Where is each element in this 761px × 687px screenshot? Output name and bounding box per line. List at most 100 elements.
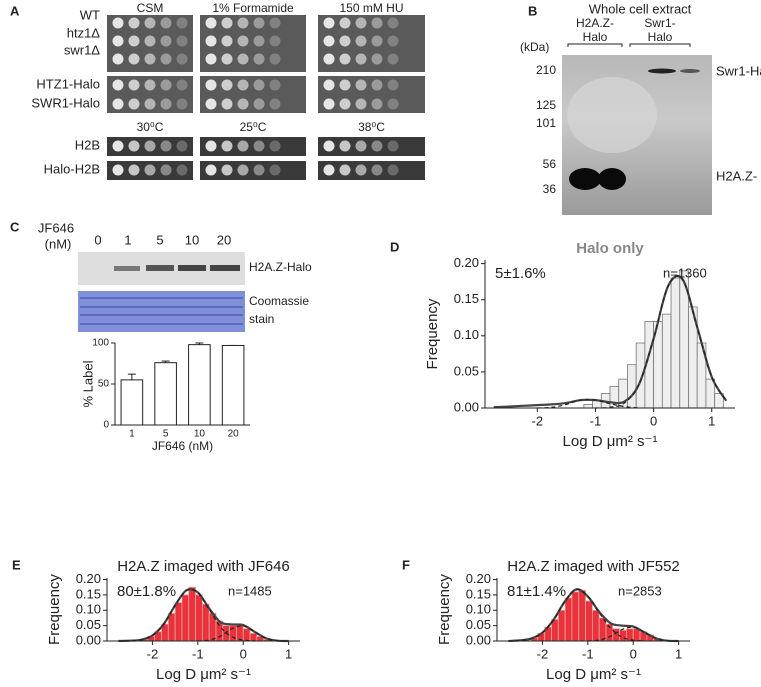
- panel-label: B: [528, 3, 537, 18]
- medium-label: 150 mM HU: [339, 1, 403, 15]
- yeast-spot: [160, 35, 172, 47]
- yeast-spot: [237, 164, 249, 176]
- band-label: H2A.Z- Halo: [716, 168, 761, 183]
- yeast-spot: [355, 53, 367, 65]
- yeast-spot: [253, 79, 265, 91]
- yeast-spot: [253, 140, 265, 152]
- yeast-spot: [112, 79, 124, 91]
- yeast-spot: [387, 140, 399, 152]
- yeast-spot: [237, 98, 249, 110]
- n-annotation: n=1360: [663, 265, 707, 280]
- dye-label: JF646: [38, 220, 74, 235]
- yeast-spot: [176, 79, 188, 91]
- yeast-spot: [387, 35, 399, 47]
- chart-title: H2A.Z imaged with JF552: [507, 558, 680, 575]
- blot-title: Whole cell extract: [589, 1, 692, 16]
- lane-label: Halo: [583, 30, 608, 44]
- spot-plate: [318, 76, 425, 113]
- yeast-spot: [221, 98, 233, 110]
- yeast-spot: [371, 79, 383, 91]
- yeast-spot: [323, 98, 335, 110]
- panel-label: C: [10, 219, 20, 234]
- histogram-bar: [564, 597, 573, 642]
- yeast-spot: [371, 98, 383, 110]
- yeast-spot: [221, 35, 233, 47]
- yeast-spot: [221, 17, 233, 29]
- yeast-spot: [128, 53, 140, 65]
- unit-label: (nM): [45, 236, 72, 251]
- yeast-spot: [205, 53, 217, 65]
- histogram-bar: [201, 603, 210, 642]
- y-tick-label: 0.00: [466, 632, 491, 647]
- x-tick-label: 10: [194, 429, 206, 440]
- y-tick-label: 0.20: [454, 255, 479, 270]
- chart-title: H2A.Z imaged with JF646: [117, 558, 290, 575]
- y-tick-label: 0.15: [76, 586, 101, 601]
- yeast-spot: [237, 140, 249, 152]
- x-tick-label: 1: [129, 429, 135, 440]
- temperature-label: 30⁰C: [137, 120, 164, 134]
- lane-label: Halo: [648, 30, 673, 44]
- yeast-spot: [269, 35, 281, 47]
- yeast-spot: [144, 79, 156, 91]
- lane-label: Swr1-: [644, 16, 675, 30]
- lane-label: 5: [156, 232, 163, 247]
- spot-plate: [318, 15, 425, 72]
- yeast-spot: [112, 164, 124, 176]
- histogram-bar: [583, 403, 593, 409]
- x-axis-label: JF646 (nM): [152, 439, 213, 453]
- yeast-spot: [112, 98, 124, 110]
- yeast-spot: [269, 98, 281, 110]
- y-tick-label: 0: [103, 420, 109, 431]
- fit-curve: [493, 274, 728, 409]
- strain-label: Halo-H2B: [44, 161, 100, 176]
- histogram-bar: [571, 591, 580, 642]
- yeast-spot: [269, 17, 281, 29]
- yeast-spot: [112, 35, 124, 47]
- spot-plate: [200, 15, 306, 72]
- yeast-spot: [339, 35, 351, 47]
- yeast-spot: [355, 35, 367, 47]
- yeast-spot: [387, 17, 399, 29]
- yeast-spot: [176, 164, 188, 176]
- fit-component: [118, 588, 255, 642]
- histogram-bar: [242, 628, 251, 642]
- histogram-bar: [705, 378, 716, 409]
- blot-label: H2A.Z-Halo: [249, 260, 312, 274]
- histogram-bar: [167, 612, 176, 642]
- mw-marker: 125: [536, 98, 556, 112]
- strain-label: swr1Δ: [64, 42, 100, 57]
- x-tick-label: 1: [708, 413, 715, 428]
- lane-label: 0: [94, 232, 101, 247]
- medium-label: 1% Formamide: [212, 1, 294, 15]
- yeast-spot: [128, 35, 140, 47]
- yeast-spot: [205, 164, 217, 176]
- yeast-spot: [323, 79, 335, 91]
- bar: [154, 362, 177, 426]
- yeast-spot: [176, 98, 188, 110]
- yeast-spot: [323, 164, 335, 176]
- x-tick-label: -2: [147, 646, 159, 661]
- y-tick-label: 0.15: [466, 586, 491, 601]
- x-tick-label: -1: [582, 646, 594, 661]
- yeast-spot: [371, 164, 383, 176]
- n-annotation: n=2853: [618, 583, 662, 598]
- x-tick-label: -2: [537, 646, 549, 661]
- yeast-spot: [144, 98, 156, 110]
- yeast-spot: [253, 98, 265, 110]
- yeast-spot: [160, 164, 172, 176]
- y-axis-label: Frequency: [436, 574, 453, 645]
- blot-band: [598, 168, 626, 190]
- lane-label: 20: [217, 232, 231, 247]
- yeast-spot: [205, 79, 217, 91]
- yeast-spot: [323, 53, 335, 65]
- lane-label: 10: [185, 232, 199, 247]
- blot-smear: [567, 77, 657, 153]
- x-tick-label: 1: [675, 646, 682, 661]
- gel-band: [114, 266, 140, 271]
- yeast-spot: [323, 35, 335, 47]
- x-tick-label: 1: [285, 646, 292, 661]
- strain-label: HTZ1-Halo: [36, 76, 100, 91]
- spot-plate: [200, 76, 306, 113]
